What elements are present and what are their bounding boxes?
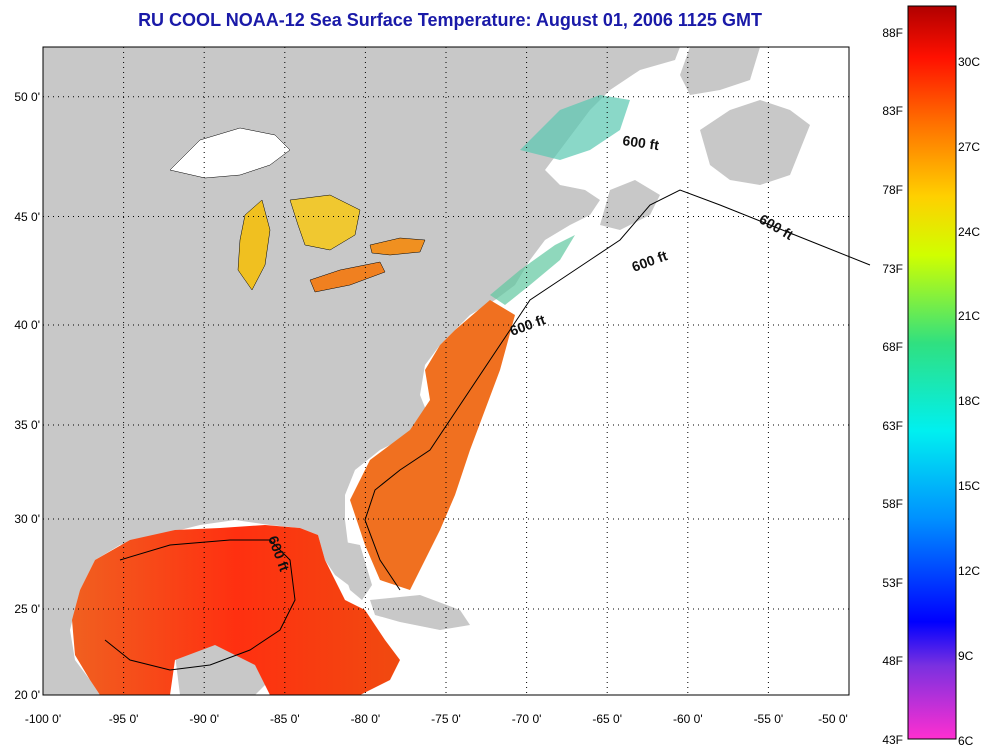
colorbar-c-labels: 30C 27C 24C 21C 18C 15C 12C 9C 6C bbox=[958, 55, 980, 748]
cbar-f-label: 73F bbox=[882, 262, 903, 276]
cbar-c-label: 18C bbox=[958, 394, 980, 408]
cbar-f-label: 53F bbox=[882, 576, 903, 590]
cbar-f-label: 63F bbox=[882, 419, 903, 433]
cbar-c-label: 24C bbox=[958, 225, 980, 239]
cbar-f-label: 48F bbox=[882, 654, 903, 668]
lake-huron bbox=[289, 194, 361, 251]
lon-tick-label: -70 0' bbox=[512, 712, 542, 726]
plot-frame bbox=[42, 46, 850, 696]
cbar-c-label: 15C bbox=[958, 479, 980, 493]
cbar-c-label: 9C bbox=[958, 649, 974, 663]
lon-tick-label: -100 0' bbox=[25, 712, 61, 726]
cbar-c-label: 12C bbox=[958, 564, 980, 578]
land-nova-scotia bbox=[600, 180, 660, 230]
lake-superior bbox=[169, 127, 291, 179]
lon-tick-label: -95 0' bbox=[109, 712, 139, 726]
cbar-f-label: 83F bbox=[882, 104, 903, 118]
land-cuba bbox=[370, 595, 470, 630]
lon-tick-label: -55 0' bbox=[754, 712, 784, 726]
lon-tick-label: -75 0' bbox=[431, 712, 461, 726]
lat-tick-label: 50 0' bbox=[14, 90, 40, 104]
lat-tick-label: 30 0' bbox=[14, 512, 40, 526]
sst-east-coast bbox=[350, 300, 515, 590]
cbar-c-label: 27C bbox=[958, 140, 980, 154]
lat-tick-label: 45 0' bbox=[14, 210, 40, 224]
lon-tick-label: -60 0' bbox=[673, 712, 703, 726]
map-title: RU COOL NOAA-12 Sea Surface Temperature:… bbox=[138, 10, 762, 30]
lon-tick-labels: -100 0' -95 0' -90 0' -85 0' -80 0' -75 … bbox=[25, 712, 848, 726]
sst-gulf-of-mexico bbox=[72, 525, 400, 695]
colorbar-f-labels: 88F 83F 78F 73F 68F 63F 58F 53F 48F 43F bbox=[882, 26, 903, 747]
contour-label-laurentian: 600 ft bbox=[622, 132, 661, 153]
lat-tick-label: 20 0' bbox=[14, 688, 40, 702]
land-newfoundland bbox=[700, 100, 810, 185]
lon-tick-label: -65 0' bbox=[592, 712, 622, 726]
lake-erie bbox=[309, 261, 386, 293]
cbar-f-label: 78F bbox=[882, 183, 903, 197]
contour-600ft-gulf bbox=[104, 539, 296, 671]
cbar-c-label: 30C bbox=[958, 55, 980, 69]
cbar-f-label: 43F bbox=[882, 733, 903, 747]
land-north-america bbox=[43, 47, 680, 695]
cbar-c-label: 6C bbox=[958, 734, 974, 748]
lake-ontario bbox=[369, 237, 426, 256]
colorbar: 88F 83F 78F 73F 68F 63F 58F 53F 48F 43F … bbox=[882, 5, 980, 748]
cbar-f-label: 58F bbox=[882, 497, 903, 511]
lat-tick-label: 40 0' bbox=[14, 318, 40, 332]
cbar-f-label: 68F bbox=[882, 340, 903, 354]
lake-michigan bbox=[237, 199, 271, 291]
sst-gulf-of-maine bbox=[490, 235, 575, 305]
cbar-f-label: 88F bbox=[882, 26, 903, 40]
contour-600ft-shelf bbox=[364, 189, 871, 591]
lat-tick-labels: 50 0' 45 0' 40 0' 35 0' 30 0' 25 0' 20 0… bbox=[14, 90, 40, 702]
land-florida-tip bbox=[335, 540, 372, 600]
colorbar-gradient bbox=[907, 5, 957, 740]
lon-tick-label: -85 0' bbox=[270, 712, 300, 726]
lat-tick-label: 35 0' bbox=[14, 418, 40, 432]
lon-tick-label: -90 0' bbox=[189, 712, 219, 726]
cbar-c-label: 21C bbox=[958, 309, 980, 323]
lat-tick-label: 25 0' bbox=[14, 602, 40, 616]
lon-tick-label: -80 0' bbox=[351, 712, 381, 726]
lon-tick-label: -50 0' bbox=[818, 712, 848, 726]
sst-st-lawrence bbox=[520, 95, 630, 160]
grid-lines bbox=[43, 47, 849, 695]
land-labrador bbox=[680, 47, 760, 95]
